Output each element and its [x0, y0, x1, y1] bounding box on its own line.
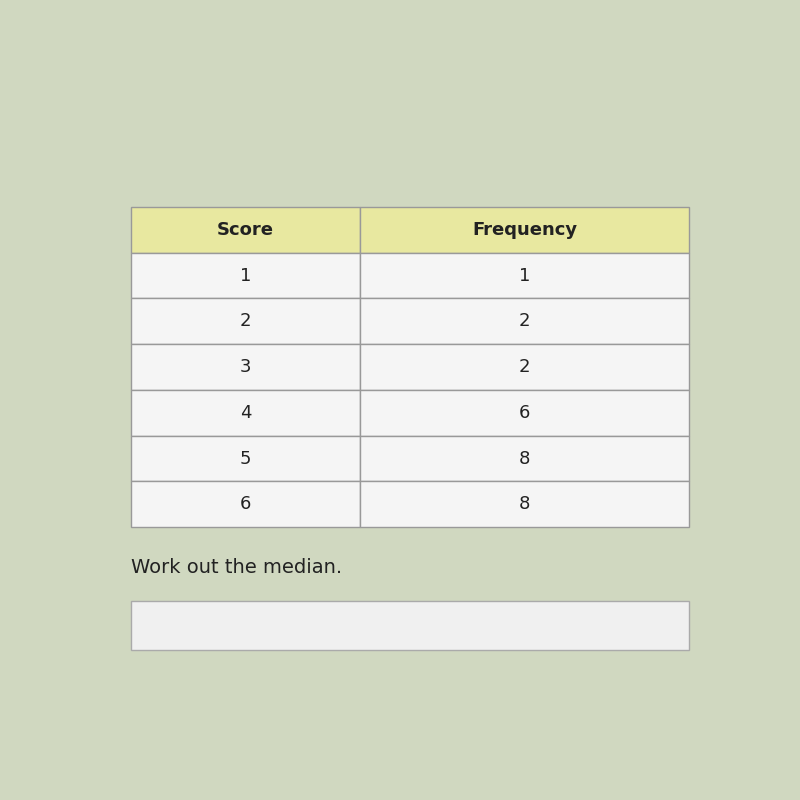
Bar	[131, 344, 360, 390]
Bar	[131, 207, 360, 253]
Text: 1: 1	[240, 266, 251, 285]
Bar	[360, 482, 689, 527]
Text: 8: 8	[519, 495, 530, 514]
Text: 8: 8	[519, 450, 530, 467]
Bar	[131, 436, 360, 482]
Bar	[360, 390, 689, 436]
Text: 1: 1	[519, 266, 530, 285]
Bar	[360, 207, 689, 253]
Bar	[360, 298, 689, 344]
Bar	[131, 253, 360, 298]
Text: 5: 5	[240, 450, 251, 467]
Bar	[131, 390, 360, 436]
Text: 6: 6	[519, 404, 530, 422]
Bar	[131, 601, 689, 650]
Text: Frequency: Frequency	[472, 221, 578, 238]
Text: Score: Score	[218, 221, 274, 238]
Text: Work out the median.: Work out the median.	[131, 558, 342, 577]
Bar	[360, 253, 689, 298]
Text: 2: 2	[519, 312, 530, 330]
Bar	[360, 436, 689, 482]
Text: 2: 2	[519, 358, 530, 376]
Text: 4: 4	[240, 404, 251, 422]
Text: 2: 2	[240, 312, 251, 330]
Text: 3: 3	[240, 358, 251, 376]
Bar	[131, 482, 360, 527]
Text: 6: 6	[240, 495, 251, 514]
Bar	[360, 344, 689, 390]
Bar	[131, 298, 360, 344]
